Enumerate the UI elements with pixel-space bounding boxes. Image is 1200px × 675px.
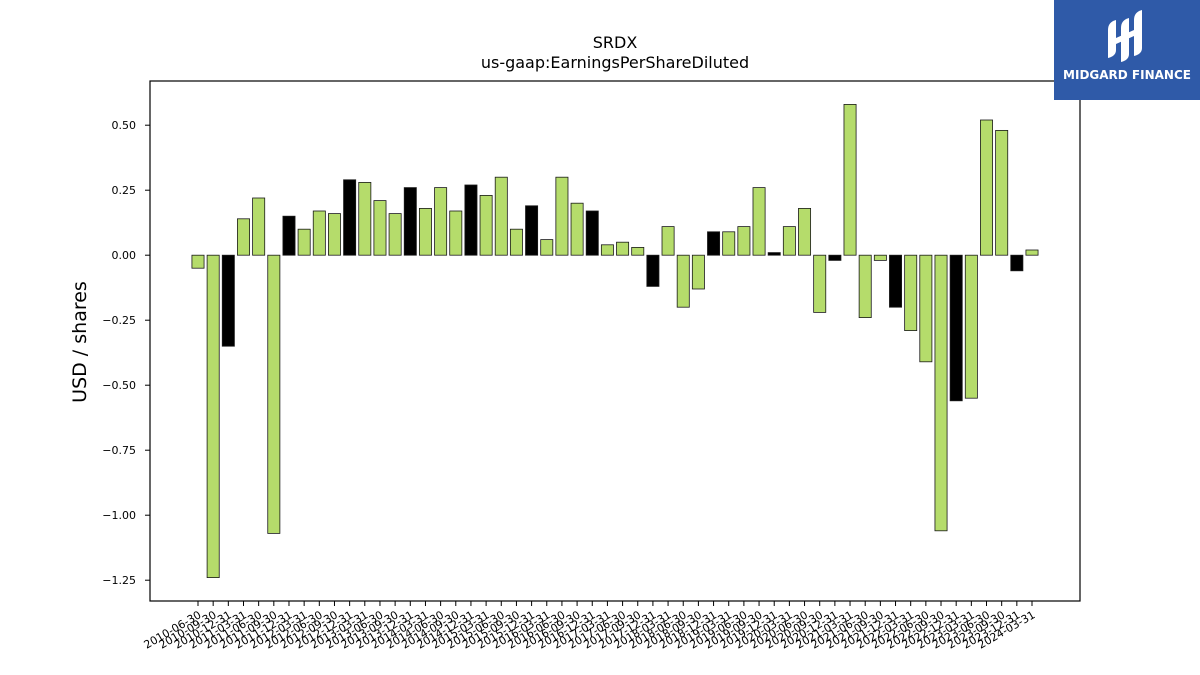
bar-2013-03-31 [358,181,372,256]
bar-2019-09-30 [752,187,766,256]
bar-2015-09-30 [509,228,523,256]
bar-2010-06-30 [191,254,205,269]
bar-2021-12-31 [889,254,902,308]
bar-2023-06-30 [980,119,993,256]
bar-2017-03-31 [600,244,614,256]
bar-2020-09-30 [813,254,827,313]
bar-2020-06-30 [798,207,812,256]
chart-subtitle: us-gaap:EarningsPerShareDiluted [481,53,749,72]
bar-2017-12-31 [646,254,660,287]
bar-2018-06-30 [676,254,690,308]
bar-2015-12-31 [525,205,539,256]
bar-2013-12-31 [403,187,417,256]
bar-2023-12-31 [1010,254,1024,272]
y-tick-label: −0.75 [102,444,136,457]
y-tick-label: −0.50 [102,379,136,392]
bar-2021-06-30 [858,254,872,318]
y-axis-label: USD / shares [69,281,91,403]
bar-2023-09-30 [995,129,1009,256]
bar-2010-12-31 [221,254,235,347]
bar-2023-03-31 [964,254,978,399]
bar-2012-03-31 [297,228,311,256]
bar-2013-06-30 [373,200,387,256]
bar-2016-03-31 [540,239,554,256]
bar-2011-06-30 [252,197,266,256]
bar-2010-09-30 [206,254,220,578]
bar-2016-09-30 [570,202,584,256]
logo-text: MIDGARD FINANCE [1063,68,1191,82]
bar-2021-03-31 [843,104,857,256]
bar-2012-09-30 [328,213,341,256]
y-tick-label: 0.25 [112,184,137,197]
y-tick-label: 0.00 [112,249,137,262]
bar-2020-03-31 [782,226,796,256]
bar-2021-09-30 [873,254,887,261]
bar-2018-09-30 [691,254,705,290]
bar-2015-06-30 [494,176,508,256]
x-axis: 2010-06-302010-09-302010-12-312011-03-31… [142,601,1038,652]
midgard-logo-icon [1108,10,1142,62]
bar-2022-03-31 [904,254,918,331]
bar-2014-03-31 [418,207,432,256]
bar-2022-12-31 [949,254,963,402]
chart-title: SRDX [593,33,638,52]
bar-2022-06-30 [919,254,933,363]
bar-2019-12-31 [767,252,781,256]
bar-2011-03-31 [237,218,250,256]
bar-2011-12-31 [282,215,296,256]
bar-2012-12-31 [343,179,357,256]
y-tick-label: −1.00 [102,509,136,522]
bar-2014-12-31 [464,184,478,256]
y-tick-label: −1.25 [102,574,136,587]
bars-group [191,104,1039,578]
bar-2019-03-31 [722,231,736,256]
midgard-logo: MIDGARD FINANCE [1054,0,1200,100]
bar-2019-06-30 [737,226,751,256]
bar-2011-09-30 [267,254,281,534]
bar-2020-12-31 [828,254,842,261]
bar-2017-09-30 [631,246,645,256]
plot-frame [149,80,1081,602]
y-tick-label: 0.50 [112,119,137,132]
y-tick-label: −0.25 [102,314,136,327]
y-axis: 0.50 0.25 0.00 −0.25 −0.50 −0.75 −1.00 −1.25 [102,119,150,587]
bar-2014-06-30 [434,187,448,256]
bar-2018-03-31 [661,226,675,256]
bar-2024-03-31 [1025,249,1039,256]
bar-2012-06-30 [312,210,326,256]
bar-2017-06-30 [616,241,630,256]
bar-2022-09-30 [934,254,948,532]
bar-2016-06-30 [555,176,569,256]
bar-2015-03-31 [479,194,493,256]
bar-2016-12-31 [585,210,599,256]
bar-2018-12-31 [707,231,721,256]
bar-2014-09-30 [449,210,463,256]
bar-2013-09-30 [388,213,402,256]
